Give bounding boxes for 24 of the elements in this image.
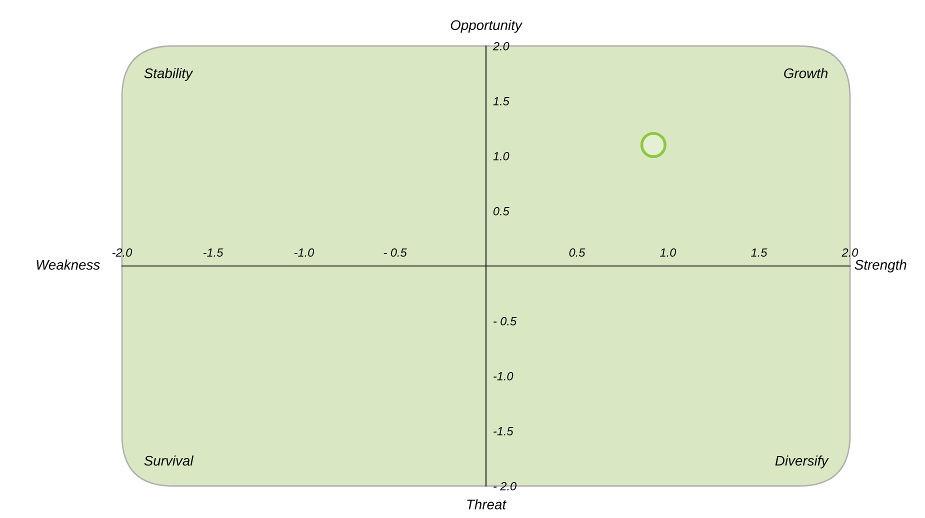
annotation: Stability bbox=[144, 68, 194, 81]
text: Weakness bbox=[36, 260, 100, 270]
x-tick-label: 1.0 bbox=[660, 248, 676, 257]
annotation: Survival bbox=[144, 455, 194, 466]
y-tick-label: 2.0 bbox=[492, 42, 510, 50]
y-axis-title: Opportunity bbox=[450, 20, 523, 33]
y-tick-label: -1.5 bbox=[494, 427, 514, 436]
annotation: Growth bbox=[784, 68, 828, 78]
x-tick-label: 2.0 bbox=[842, 248, 858, 257]
text: Threat bbox=[467, 499, 507, 510]
y-tick-label: 1.0 bbox=[493, 152, 510, 160]
x-tick-label: -2.0 bbox=[112, 248, 132, 257]
annotation: Diversify bbox=[775, 455, 829, 468]
x-tick-label: 0.5 bbox=[569, 248, 586, 257]
x-tick-label: -1.5 bbox=[203, 248, 224, 257]
x-axis-title: Strength bbox=[854, 260, 906, 272]
y-tick-label: 0.5 bbox=[493, 207, 510, 216]
x-tick-label: 1.5 bbox=[751, 248, 768, 257]
x-tick-label: -1.0 bbox=[294, 248, 314, 257]
y-tick-label: 1.5 bbox=[493, 97, 510, 106]
y-tick-label: -1.0 bbox=[494, 372, 514, 380]
x-tick-label: - 0.5 bbox=[384, 248, 407, 257]
y-tick-label: - 2.0 bbox=[494, 482, 516, 490]
y-tick-label: - 0.5 bbox=[494, 317, 517, 326]
